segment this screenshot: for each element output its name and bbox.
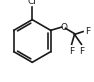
Text: F: F — [85, 27, 90, 36]
Text: Cl: Cl — [28, 0, 37, 6]
Text: F: F — [79, 47, 84, 56]
Text: O: O — [60, 23, 67, 32]
Text: F: F — [69, 47, 74, 56]
